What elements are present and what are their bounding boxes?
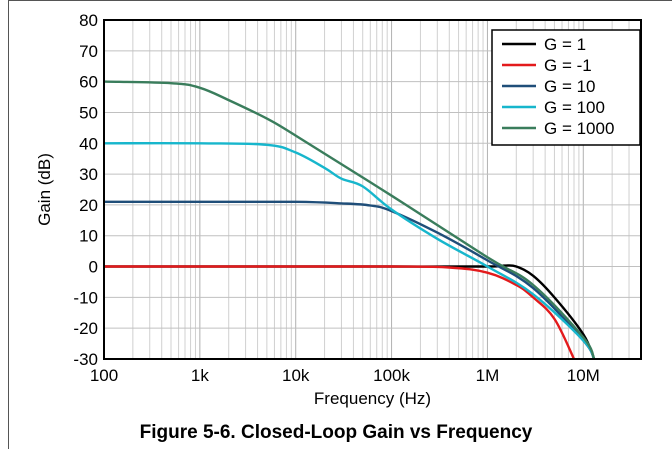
y-tick-label: 80: [79, 11, 98, 30]
y-tick-label: 20: [79, 196, 98, 215]
legend-label: G = 1000: [544, 119, 614, 138]
series-line-4: [103, 80, 596, 360]
legend-label: G = -1: [544, 56, 592, 75]
legend: G = 1 G = -1 G = 10 G = 100 G = 1000: [491, 29, 641, 146]
y-tick-label: 50: [79, 103, 98, 122]
x-tick-label: 10M: [567, 366, 600, 385]
legend-box: [491, 29, 641, 146]
series-line-3: [103, 141, 596, 360]
plot-area-frame: [103, 19, 642, 360]
series-line-1: [104, 265, 576, 360]
y-tick-label: 60: [79, 73, 98, 92]
figure-caption: Figure 5-6. Closed-Loop Gain vs Frequenc…: [139, 422, 533, 443]
x-tick-label: 100: [90, 366, 118, 385]
y-axis-label: Gain (dB): [35, 153, 54, 226]
y-tick-label: 10: [79, 227, 98, 246]
legend-label: G = 10: [544, 77, 596, 96]
y-tick-label: 70: [79, 42, 98, 61]
x-axis-label: Frequency (Hz): [314, 389, 431, 408]
x-tick-label: 1M: [476, 366, 500, 385]
y-tick-label: 0: [89, 258, 98, 277]
y-tick-label: -20: [73, 319, 98, 338]
y-tick-label: 40: [79, 134, 98, 153]
y-tick-label: -30: [73, 350, 98, 369]
series-line-2: [104, 200, 596, 360]
gain-vs-frequency-chart: -30 -20 -10 0 10 20 30 40 50 60 70 80 100 1k 10k 100k 1M…: [35, 11, 642, 408]
x-tick-label: 10k: [282, 366, 310, 385]
legend-label: G = 1: [544, 35, 586, 54]
frame-top-border: [8, 0, 672, 1]
x-tick-label: 100k: [373, 366, 410, 385]
tick-labels: -30 -20 -10 0 10 20 30 40 50 60 70 80 100 1k 10k 100k 1M…: [73, 11, 599, 385]
y-tick-label: 30: [79, 165, 98, 184]
y-tick-label: -10: [73, 288, 98, 307]
series-lines: [103, 80, 596, 360]
frame-left-border: [8, 0, 9, 449]
legend-label: G = 100: [544, 98, 605, 117]
x-tick-label: 1k: [191, 366, 209, 385]
